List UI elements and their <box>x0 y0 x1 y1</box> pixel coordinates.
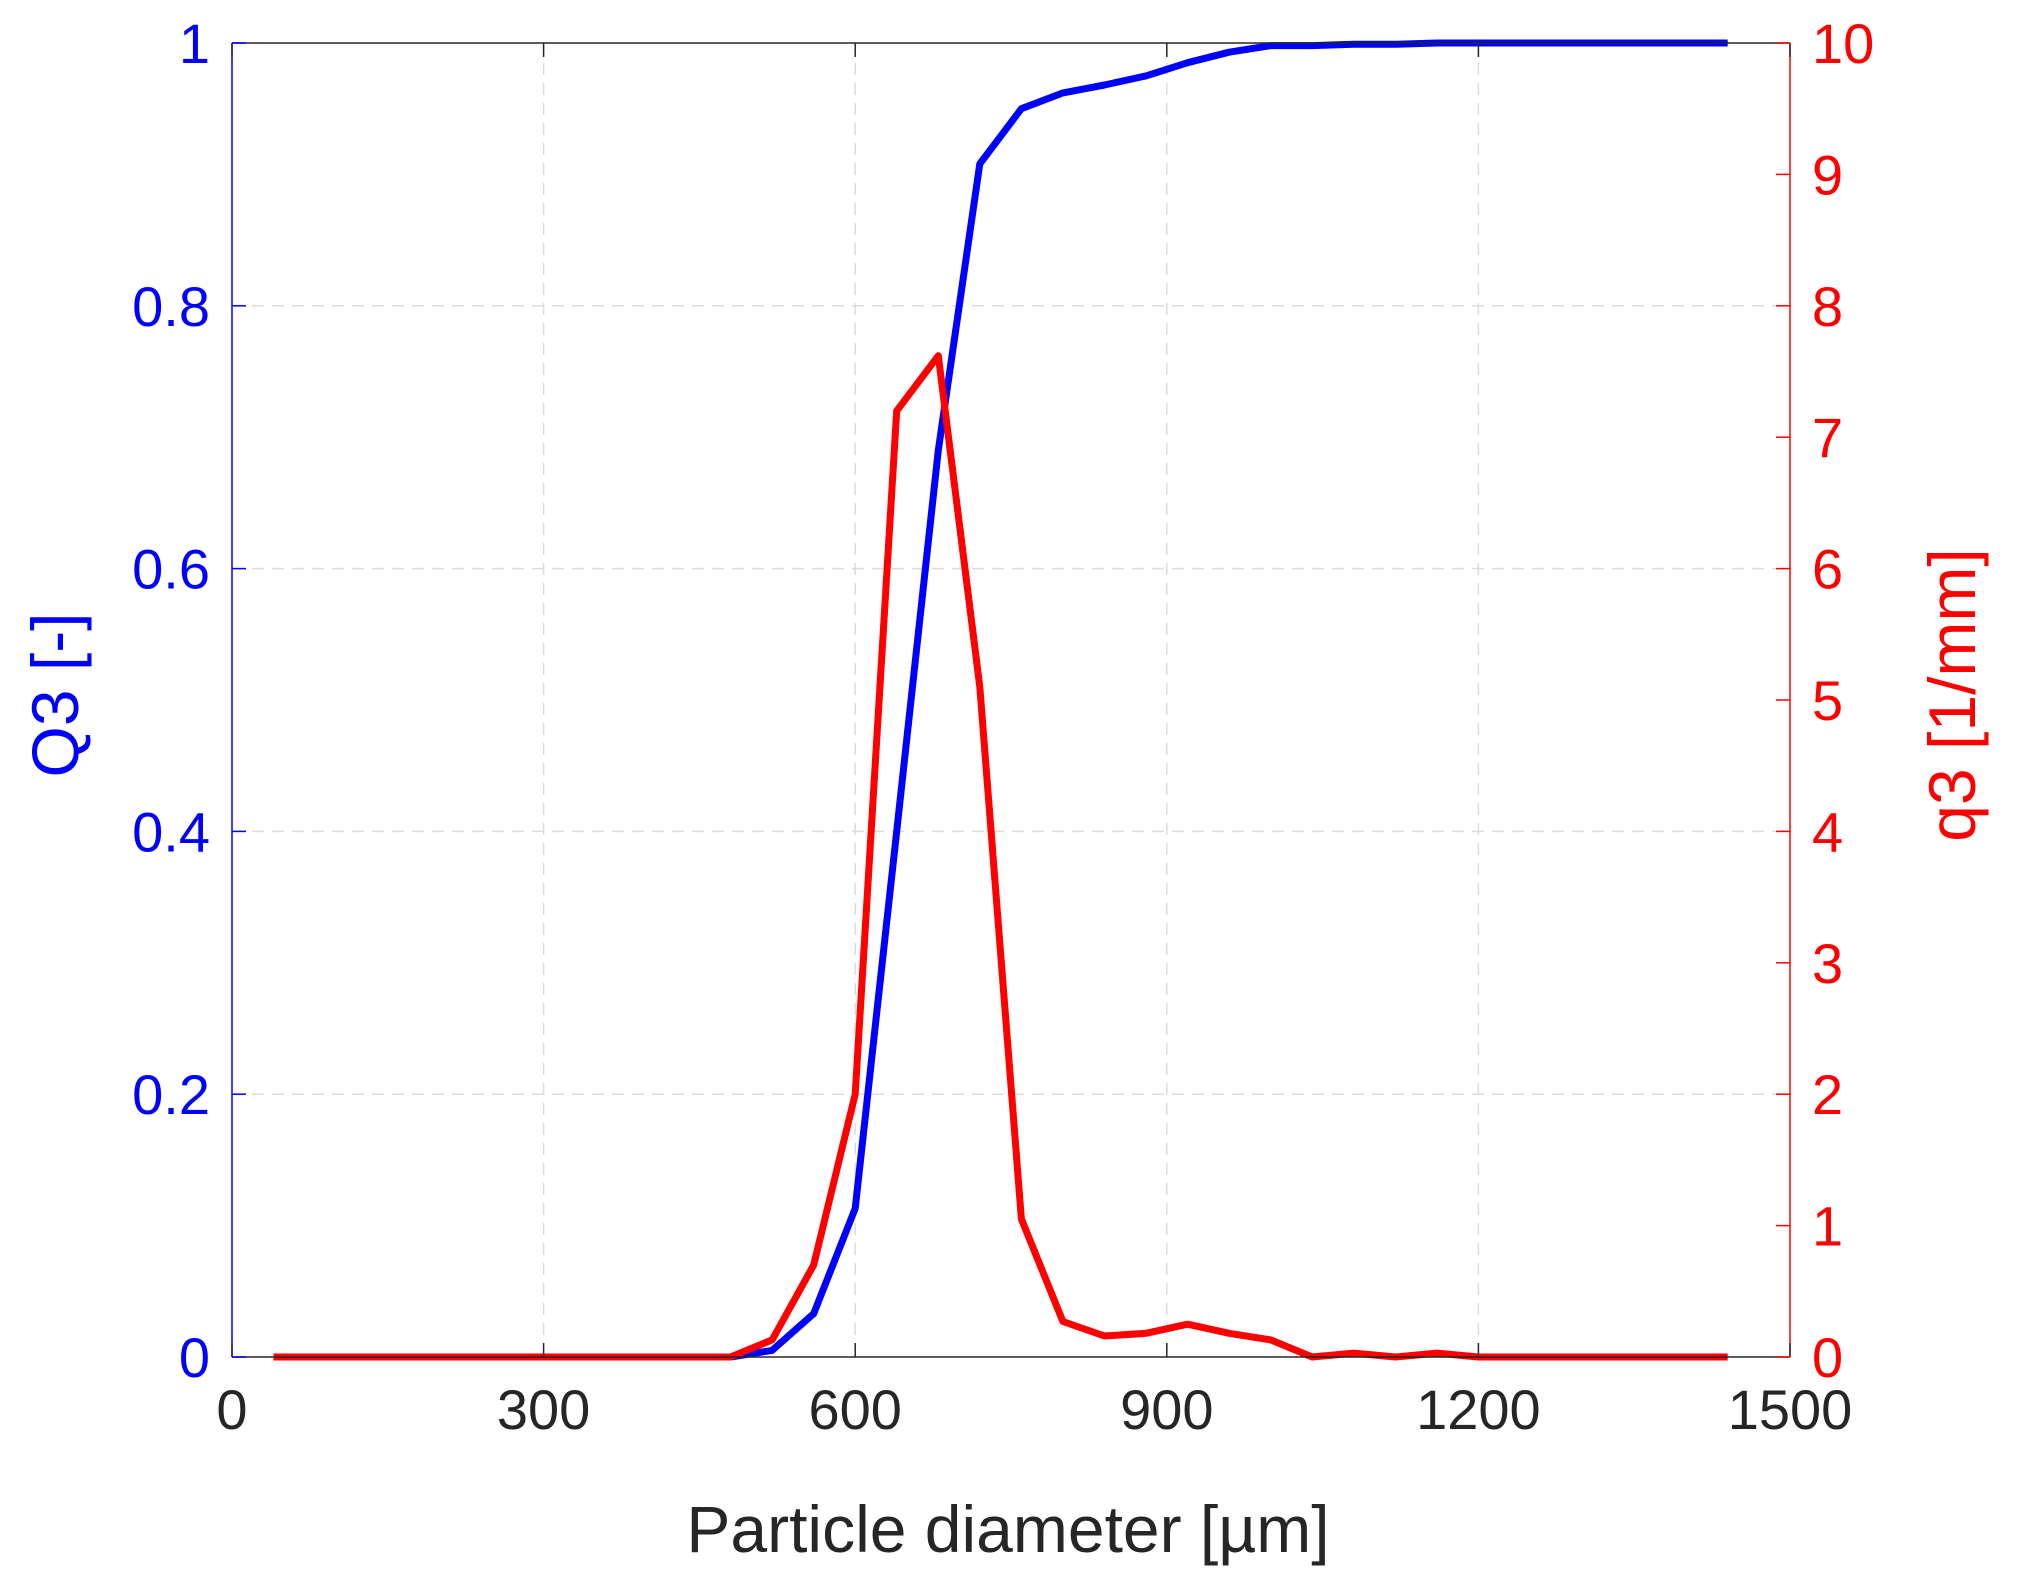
y-left-tick-label: 0.2 <box>132 1063 210 1126</box>
y-right-axis-label: q3 [1/mm] <box>1915 548 1989 841</box>
y-right-tick-label: 3 <box>1812 932 1843 995</box>
y-left-tick-label: 0.6 <box>132 538 210 601</box>
y-left-tick-label: 0.4 <box>132 800 210 863</box>
x-tick-label: 1500 <box>1728 1378 1853 1441</box>
y-right-tick-label: 6 <box>1812 538 1843 601</box>
grid <box>232 43 1790 1357</box>
series-line-q3 <box>273 352 1728 1361</box>
y-left-axis-label: Q3 [-] <box>18 612 92 777</box>
axes <box>231 42 1791 1358</box>
y-left-tick-label: 1 <box>179 12 210 75</box>
y-right-tick-label: 7 <box>1812 406 1843 469</box>
y-right-tick-label: 2 <box>1812 1063 1843 1126</box>
y-right-tick-label: 9 <box>1812 143 1843 206</box>
x-tick-label: 300 <box>497 1378 590 1441</box>
y-right-tick-label: 10 <box>1812 12 1874 75</box>
y-left-tick-label: 0.8 <box>132 275 210 338</box>
series-group <box>273 39 1728 1361</box>
x-tick-label: 900 <box>1120 1378 1213 1441</box>
y-right-tick-label: 8 <box>1812 275 1843 338</box>
tick-labels: 0 300 600 900 1200 150000.20.40.60.8101234567… <box>132 12 1874 1441</box>
series-line-Q3 <box>273 39 1728 1361</box>
x-axis-label: Particle diameter [µm] <box>686 1492 1329 1566</box>
y-right-tick-label: 0 <box>1812 1326 1843 1389</box>
x-tick-label: 0 <box>216 1378 247 1441</box>
y-left-tick-label: 0 <box>179 1326 210 1389</box>
y-right-tick-label: 5 <box>1812 669 1843 732</box>
y-right-tick-label: 4 <box>1812 800 1843 863</box>
x-tick-label: 600 <box>808 1378 901 1441</box>
y-right-tick-label: 1 <box>1812 1195 1843 1258</box>
x-tick-label: 1200 <box>1416 1378 1541 1441</box>
